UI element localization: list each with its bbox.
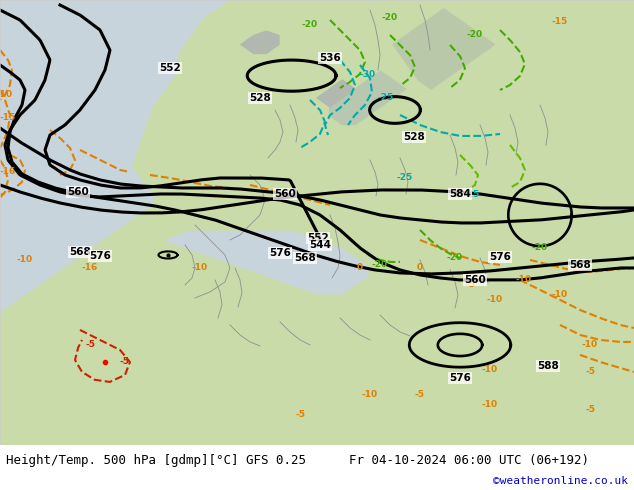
Text: -10: -10	[552, 291, 568, 299]
Text: 576: 576	[89, 251, 111, 261]
Text: -5: -5	[465, 280, 475, 290]
Text: -20: -20	[532, 244, 548, 252]
Polygon shape	[0, 0, 228, 312]
Text: 536: 536	[319, 53, 340, 63]
Text: -25: -25	[464, 191, 480, 199]
Text: -10: -10	[482, 400, 498, 410]
Text: 576: 576	[489, 252, 511, 262]
Text: 568: 568	[69, 247, 91, 257]
Polygon shape	[241, 31, 279, 53]
Text: -15: -15	[552, 18, 568, 26]
Text: -25: -25	[378, 94, 394, 102]
Text: -10: -10	[487, 295, 503, 304]
Polygon shape	[0, 200, 89, 312]
Text: -10: -10	[482, 366, 498, 374]
Text: -30: -30	[360, 71, 376, 79]
Text: -20: -20	[302, 21, 318, 29]
Text: -20: -20	[382, 14, 398, 23]
Text: Height/Temp. 500 hPa [gdmp][°C] GFS 0.25: Height/Temp. 500 hPa [gdmp][°C] GFS 0.25	[6, 454, 306, 467]
Text: -20: -20	[447, 253, 463, 263]
Text: 588: 588	[537, 361, 559, 371]
Polygon shape	[317, 80, 355, 107]
Text: -5: -5	[295, 411, 305, 419]
Text: 552: 552	[307, 233, 329, 243]
Text: ©weatheronline.co.uk: ©weatheronline.co.uk	[493, 476, 628, 486]
Text: -10: -10	[192, 264, 208, 272]
Text: 544: 544	[309, 240, 331, 250]
Text: -20: -20	[467, 30, 483, 40]
Text: 576: 576	[269, 248, 291, 258]
Text: 0: 0	[357, 264, 363, 272]
Text: 560: 560	[464, 275, 486, 285]
Text: -15: -15	[0, 114, 16, 122]
Polygon shape	[165, 231, 368, 294]
Polygon shape	[330, 71, 406, 124]
Text: -5: -5	[120, 357, 130, 367]
Text: 528: 528	[249, 93, 271, 103]
Text: -20: -20	[372, 261, 388, 270]
Text: -10: -10	[582, 341, 598, 349]
Text: 0: 0	[417, 264, 423, 272]
Text: Fr 04-10-2024 06:00 UTC (06+192): Fr 04-10-2024 06:00 UTC (06+192)	[349, 454, 589, 467]
Text: -5: -5	[585, 405, 595, 415]
Text: 552: 552	[159, 63, 181, 73]
Text: -10: -10	[0, 91, 13, 99]
Text: -16: -16	[82, 264, 98, 272]
Text: 568: 568	[294, 253, 316, 263]
Text: -10: -10	[17, 255, 33, 265]
Text: -16: -16	[0, 168, 16, 176]
Text: -5: -5	[85, 341, 95, 349]
Text: -5: -5	[585, 368, 595, 376]
Text: 568: 568	[569, 260, 591, 270]
Text: -25: -25	[397, 173, 413, 182]
Text: 576: 576	[449, 373, 471, 383]
Text: 528: 528	[403, 132, 425, 142]
Polygon shape	[0, 0, 634, 445]
Polygon shape	[0, 0, 178, 312]
Text: -5: -5	[415, 391, 425, 399]
Polygon shape	[393, 9, 495, 89]
Text: 584: 584	[449, 189, 471, 199]
Text: 560: 560	[67, 187, 89, 197]
Text: 560: 560	[274, 189, 296, 199]
Polygon shape	[0, 0, 634, 445]
Text: -10: -10	[362, 391, 378, 399]
Text: -10: -10	[516, 275, 532, 285]
